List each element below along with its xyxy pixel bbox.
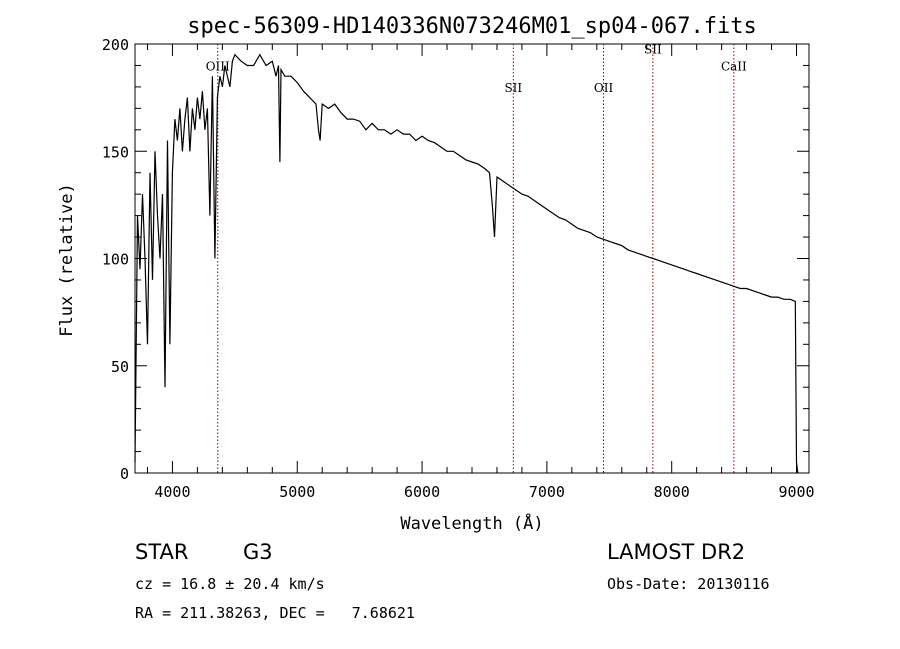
ra-dec-coordinates: RA = 211.38263, DEC = 7.68621 (135, 604, 415, 622)
spectrum-series-line (134, 53, 799, 474)
spectrum-chart: spec-56309-HD140336N073246M01_sp04-067.f… (57, 14, 815, 534)
y-tick-label: 200 (102, 36, 129, 54)
survey-name: LAMOST DR2 (607, 540, 746, 564)
marker-label: SII (644, 42, 662, 56)
marker-label: CaII (721, 59, 747, 73)
chart-title: spec-56309-HD140336N073246M01_sp04-067.f… (187, 14, 757, 39)
x-tick-label: 9000 (778, 483, 814, 501)
x-tick-label: 8000 (654, 483, 690, 501)
object-class: STAR (135, 540, 189, 564)
y-tick-label: 0 (120, 465, 129, 483)
axis-ticks: 4000 5000 6000 7000 8000 9000 0 50 100 150 200 (102, 36, 815, 501)
redshift-cz: cz = 16.8 ± 20.4 km/s (135, 575, 325, 593)
y-tick-label: 50 (111, 358, 129, 376)
x-tick-label: 7000 (529, 483, 565, 501)
marker-label: SII (504, 81, 522, 95)
x-tick-label: 5000 (279, 483, 315, 501)
y-axis-label: Flux (relative) (57, 183, 77, 337)
observation-date: Obs-Date: 20130116 (607, 575, 770, 593)
x-axis-label: Wavelength (Å) (400, 512, 543, 534)
x-tick-label: 4000 (154, 483, 190, 501)
y-tick-label: 100 (102, 251, 129, 269)
x-tick-label: 6000 (404, 483, 440, 501)
plot-frame (134, 43, 810, 474)
object-subclass: G3 (243, 540, 273, 564)
marker-label: OII (594, 81, 614, 95)
y-tick-label: 150 (102, 143, 129, 161)
